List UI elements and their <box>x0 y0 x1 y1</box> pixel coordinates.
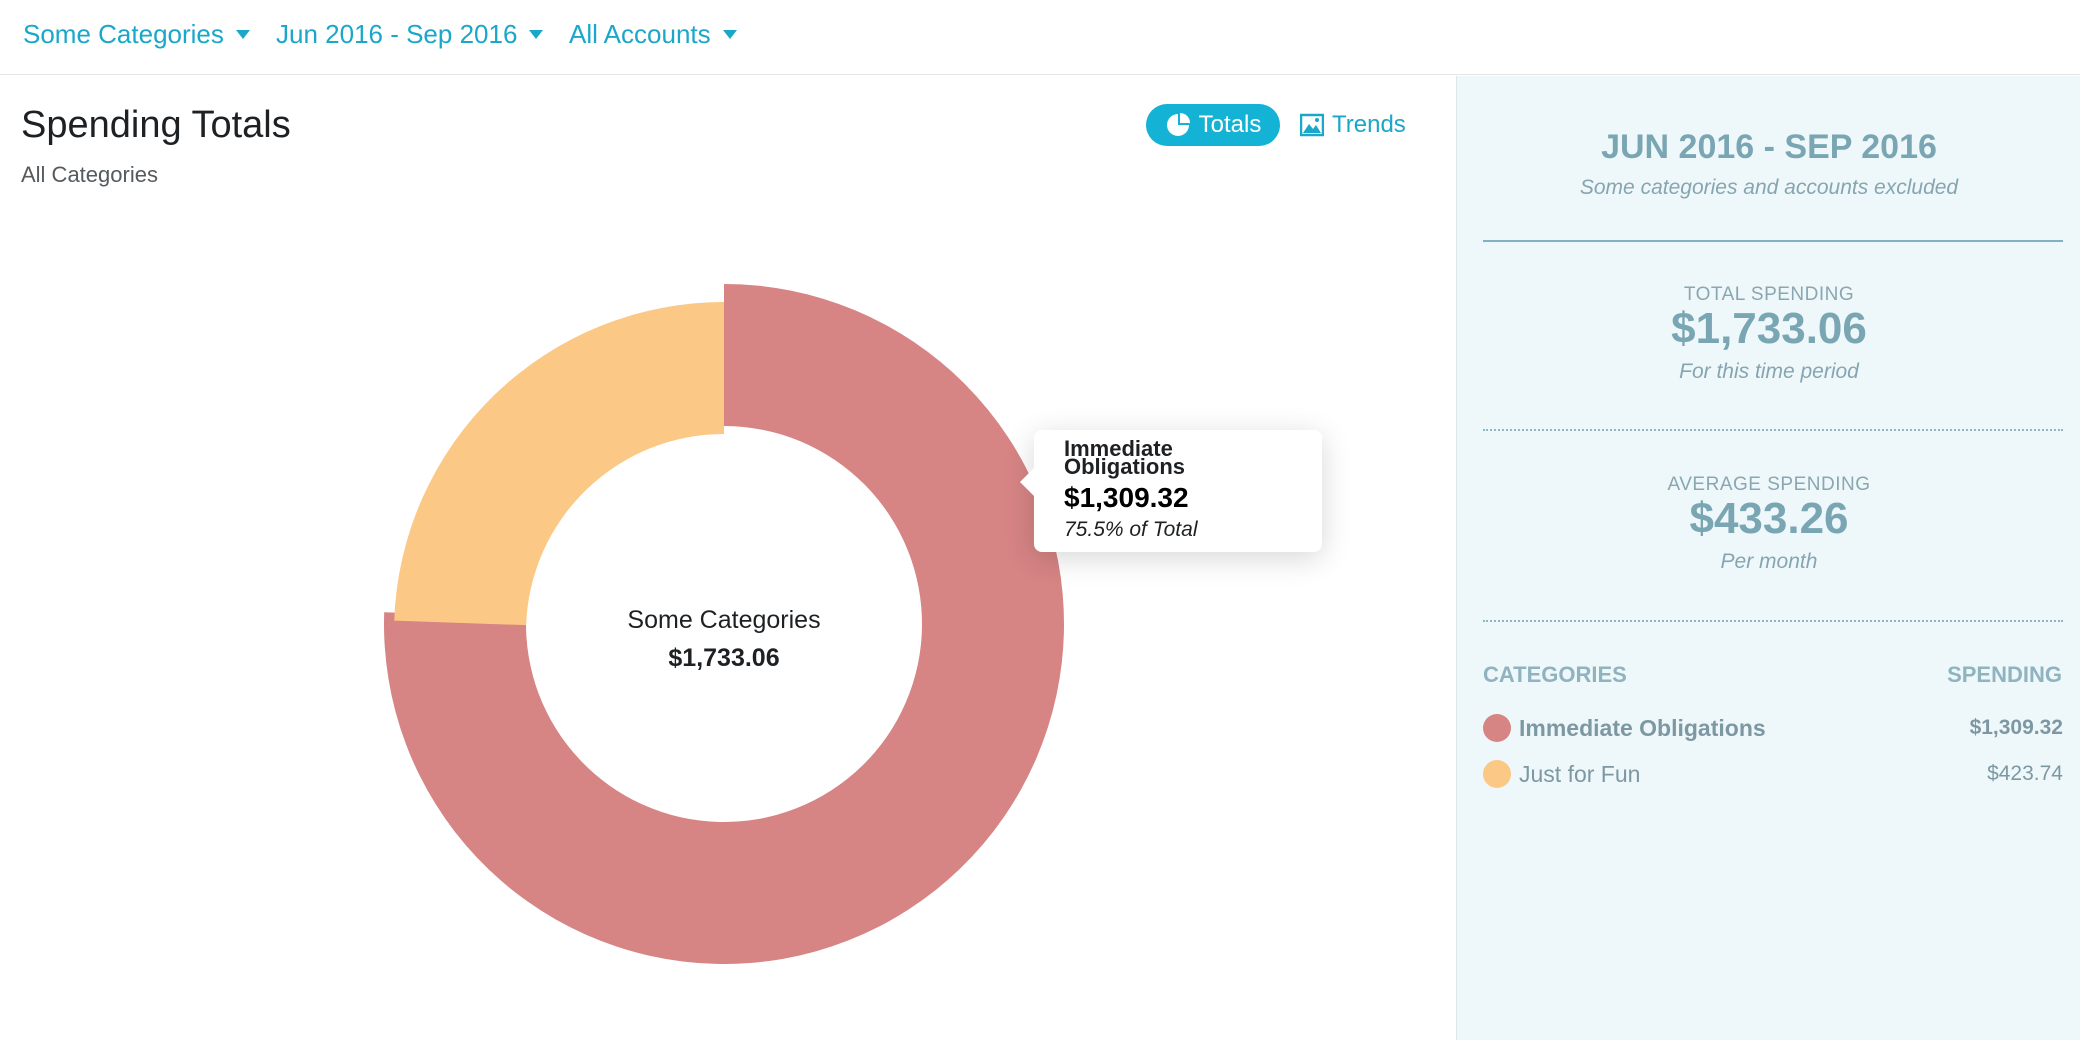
donut-center-value: $1,733.06 <box>668 644 780 672</box>
chart-tooltip: Immediate Obligations $1,309.32 75.5% of… <box>1020 430 1322 552</box>
summary-date-range: JUN 2016 - SEP 2016 <box>1601 128 1937 166</box>
tooltip-amount: $1,309.32 <box>1064 482 1189 513</box>
date-range-label: Jun 2016 - Sep 2016 <box>276 18 518 49</box>
donut-center-label: Some Categories <box>627 606 821 634</box>
category-name: Just for Fun <box>1519 760 1641 787</box>
tooltip-category-name: Immediate Obligations <box>1064 436 1185 479</box>
total-spending-caption: For this time period <box>1679 360 1859 383</box>
divider <box>1483 620 2063 622</box>
chevron-down-icon <box>235 29 250 39</box>
divider <box>1483 429 2063 431</box>
category-color-dot <box>1483 760 1511 788</box>
accounts-filter-dropdown[interactable]: All Accounts <box>569 14 737 54</box>
category-name: Immediate Obligations <box>1519 714 1766 741</box>
category-amount: $1,309.32 <box>1969 716 2063 739</box>
average-spending-label: AVERAGE SPENDING <box>1667 474 1871 495</box>
divider <box>1483 240 2063 242</box>
accounts-filter-label: All Accounts <box>569 18 711 49</box>
spending-donut-chart <box>384 284 1064 964</box>
report-main: Spending Totals All Categories Totals Tr… <box>0 76 1456 1040</box>
chevron-down-icon <box>722 29 737 39</box>
page-title: Spending Totals <box>21 104 291 146</box>
summary-panel: JUN 2016 - SEP 2016 Some categories and … <box>1456 76 2080 1040</box>
average-spending-value: $433.26 <box>1689 494 1849 543</box>
category-row-immediate-obligations[interactable]: Immediate Obligations $1,309.32 <box>1483 711 2063 745</box>
donut-slice-immediate-obligations[interactable] <box>384 284 1064 964</box>
date-range-dropdown[interactable]: Jun 2016 - Sep 2016 <box>276 14 544 54</box>
category-filter-dropdown[interactable]: Some Categories <box>23 14 250 54</box>
spending-column-header: SPENDING <box>1947 662 2062 687</box>
chevron-down-icon <box>529 29 544 39</box>
trends-toggle-button[interactable]: Trends <box>1300 104 1406 146</box>
total-spending-label: TOTAL SPENDING <box>1683 284 1855 305</box>
totals-toggle-button[interactable]: Totals <box>1146 104 1280 146</box>
page-subtitle: All Categories <box>21 162 158 187</box>
category-color-dot <box>1483 714 1511 742</box>
average-spending-caption: Per month <box>1720 550 1818 573</box>
totals-label: Totals <box>1198 111 1262 138</box>
tooltip-percent: 75.5% of Total <box>1064 518 1198 541</box>
category-row-just-for-fun[interactable]: Just for Fun $423.74 <box>1483 757 2063 791</box>
category-amount: $423.74 <box>1987 762 2063 785</box>
total-spending-value: $1,733.06 <box>1671 304 1867 353</box>
image-chart-icon <box>1300 113 1324 137</box>
categories-column-header: CATEGORIES <box>1483 662 1627 687</box>
donut-slice-just-for-fun[interactable] <box>394 302 724 626</box>
filter-bar: Some Categories Jun 2016 - Sep 2016 All … <box>0 0 2080 75</box>
category-filter-label: Some Categories <box>23 18 224 49</box>
summary-exclusion-note: Some categories and accounts excluded <box>1579 176 1959 199</box>
pie-chart-icon <box>1166 113 1190 136</box>
trends-label: Trends <box>1332 111 1406 138</box>
